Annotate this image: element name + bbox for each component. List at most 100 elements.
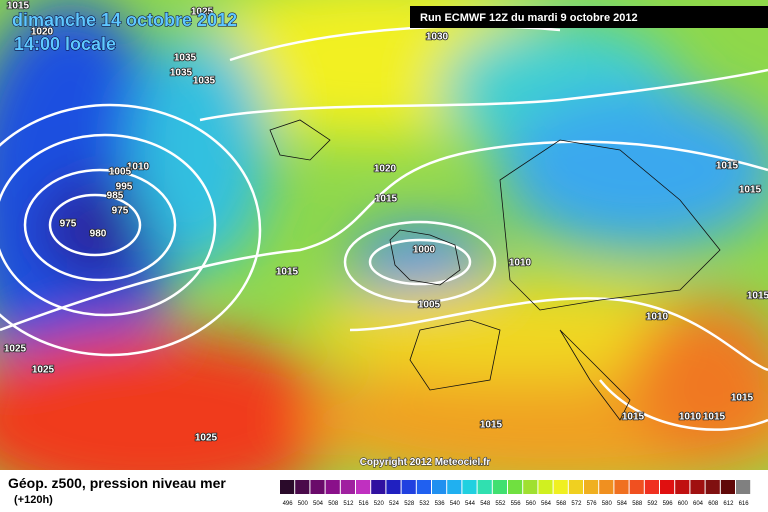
legend-swatch <box>477 480 492 494</box>
legend-level: 584 <box>617 501 628 507</box>
legend-level: 536 <box>435 501 446 507</box>
isobar-label: 1025 <box>195 433 218 444</box>
isobar-label: 1005 <box>418 300 441 311</box>
isobar-label: 1010 <box>509 258 532 269</box>
legend-swatch <box>416 480 431 494</box>
isobar-label: 1000 <box>413 245 436 256</box>
legend-swatch <box>492 480 507 494</box>
forecast-lead: (+120h) <box>14 494 53 506</box>
legend-swatch <box>356 480 371 494</box>
isobar-label: 985 <box>107 191 124 202</box>
isobar-label: 975 <box>60 219 77 230</box>
legend-level: 500 <box>298 501 309 507</box>
legend-level: 516 <box>359 501 370 507</box>
legend-level: 604 <box>693 501 704 507</box>
isobar-label: 1035 <box>170 68 193 79</box>
legend-level: 544 <box>465 501 476 507</box>
isobar-label: 1035 <box>174 53 197 64</box>
legend-swatch <box>690 480 705 494</box>
legend-level: 600 <box>678 501 689 507</box>
legend-swatch <box>401 480 416 494</box>
legend-swatch <box>736 480 751 494</box>
legend-level: 564 <box>541 501 552 507</box>
legend-swatch <box>447 480 462 494</box>
legend-swatch <box>538 480 553 494</box>
isobar-label: 1025 <box>4 344 27 355</box>
legend-swatch <box>599 480 614 494</box>
legend-level: 572 <box>571 501 582 507</box>
legend-swatch <box>523 480 538 494</box>
legend-swatch <box>508 480 523 494</box>
legend-level: 508 <box>328 501 339 507</box>
isobar-label: 1015 <box>622 412 645 423</box>
legend-swatch <box>432 480 447 494</box>
legend-level: 592 <box>647 501 658 507</box>
isobar-label: 1015 <box>703 412 726 423</box>
isobars <box>0 25 768 431</box>
legend-level: 560 <box>526 501 537 507</box>
legend-level: 540 <box>450 501 461 507</box>
legend-level: 556 <box>511 501 522 507</box>
legend-swatch <box>720 480 735 494</box>
isobar-label: 1015 <box>747 291 768 302</box>
legend-swatch <box>584 480 599 494</box>
run-info: Run ECMWF 12Z du mardi 9 octobre 2012 <box>420 12 638 24</box>
isobar-label: 1035 <box>193 76 216 87</box>
legend-level: 496 <box>283 501 294 507</box>
legend-level: 608 <box>708 501 719 507</box>
isobar-label: 1015 <box>375 194 398 205</box>
legend-swatch <box>705 480 720 494</box>
legend-swatch <box>371 480 386 494</box>
legend-swatch <box>644 480 659 494</box>
legend-swatch <box>553 480 568 494</box>
legend-swatch <box>614 480 629 494</box>
isobar-label: 1010 <box>679 412 702 423</box>
isobar-label: 1010 <box>127 162 150 173</box>
legend-swatch <box>310 480 325 494</box>
isobar-label: 995 <box>116 182 133 193</box>
legend-level: 568 <box>556 501 567 507</box>
isobar-label: 1025 <box>32 365 55 376</box>
isobar-label: 1025 <box>191 7 214 18</box>
legend-swatch <box>462 480 477 494</box>
isobar-label: 1015 <box>716 161 739 172</box>
legend-level: 532 <box>419 501 430 507</box>
legend-level: 616 <box>739 501 750 507</box>
legend-level: 548 <box>480 501 491 507</box>
legend-swatch <box>295 480 310 494</box>
legend-level: 524 <box>389 501 400 507</box>
legend-swatch <box>325 480 340 494</box>
valid-date: dimanche 14 octobre 2012 <box>12 10 237 30</box>
legend-swatch <box>340 480 355 494</box>
run-banner <box>410 6 768 28</box>
legend-title: Géop. z500, pression niveau mer <box>8 475 226 491</box>
isobar-label: 1015 <box>7 1 30 12</box>
legend-level: 528 <box>404 501 415 507</box>
legend-swatch <box>386 480 401 494</box>
isobar-label: 1015 <box>739 185 762 196</box>
isobar-label: 1030 <box>426 32 449 43</box>
copyright: Copyright 2012 Meteociel.fr <box>360 457 491 468</box>
legend-level: 552 <box>495 501 506 507</box>
legend-level: 612 <box>723 501 734 507</box>
valid-time: 14:00 locale <box>14 34 116 54</box>
isobar-label: 980 <box>90 229 107 240</box>
coastlines <box>269 119 721 421</box>
legend-level: 576 <box>587 501 598 507</box>
isobar-label: 1015 <box>731 393 754 404</box>
isobar-label: 975 <box>112 206 129 217</box>
legend-swatch <box>629 480 644 494</box>
legend-level: 520 <box>374 501 385 507</box>
isobar-label: 1005 <box>109 167 132 178</box>
isobar-label: 1010 <box>646 312 669 323</box>
legend-swatch <box>660 480 675 494</box>
isobar-label: 1015 <box>480 420 503 431</box>
isobar-label: 1020 <box>31 27 54 38</box>
legend-level: 504 <box>313 501 324 507</box>
legend-swatch <box>280 480 295 494</box>
legend-level: 588 <box>632 501 643 507</box>
legend-level: 580 <box>602 501 613 507</box>
legend-swatch <box>568 480 583 494</box>
